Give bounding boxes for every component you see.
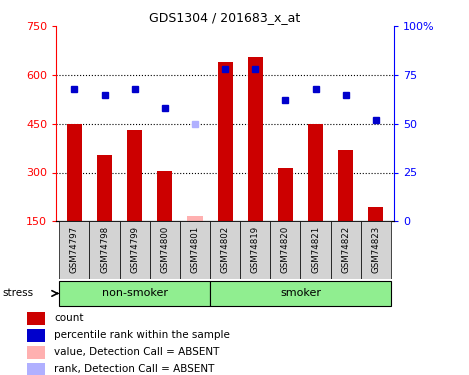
Text: GSM74799: GSM74799 xyxy=(130,226,139,273)
Bar xyxy=(59,281,210,306)
Bar xyxy=(248,57,263,221)
Text: count: count xyxy=(54,313,84,323)
Text: percentile rank within the sample: percentile rank within the sample xyxy=(54,330,230,340)
Title: GDS1304 / 201683_x_at: GDS1304 / 201683_x_at xyxy=(150,11,301,24)
Bar xyxy=(27,346,45,359)
Bar xyxy=(150,221,180,279)
Bar xyxy=(210,281,391,306)
Text: GSM74802: GSM74802 xyxy=(220,225,230,273)
Bar xyxy=(157,171,172,221)
Text: GSM74822: GSM74822 xyxy=(341,225,350,273)
Bar xyxy=(210,221,240,279)
Text: GSM74797: GSM74797 xyxy=(70,226,79,273)
Text: stress: stress xyxy=(2,288,33,298)
Text: GSM74801: GSM74801 xyxy=(190,225,199,273)
Text: GSM74800: GSM74800 xyxy=(160,225,169,273)
Bar xyxy=(90,221,120,279)
Bar xyxy=(218,62,233,221)
Text: GSM74820: GSM74820 xyxy=(281,225,290,273)
Bar xyxy=(67,124,82,221)
Bar xyxy=(338,150,353,221)
Bar xyxy=(27,363,45,375)
Text: GSM74823: GSM74823 xyxy=(371,225,380,273)
Bar xyxy=(97,154,112,221)
Bar xyxy=(278,168,293,221)
Text: non-smoker: non-smoker xyxy=(102,288,168,298)
Text: value, Detection Call = ABSENT: value, Detection Call = ABSENT xyxy=(54,347,220,357)
Bar xyxy=(188,216,203,221)
Text: GSM74819: GSM74819 xyxy=(251,226,260,273)
Text: smoker: smoker xyxy=(280,288,321,298)
Bar xyxy=(331,221,361,279)
Bar xyxy=(27,329,45,342)
Bar xyxy=(240,221,270,279)
Bar xyxy=(368,207,383,221)
Text: GSM74798: GSM74798 xyxy=(100,226,109,273)
Bar xyxy=(361,221,391,279)
Bar xyxy=(180,221,210,279)
Text: GSM74821: GSM74821 xyxy=(311,225,320,273)
Bar xyxy=(127,130,142,221)
Bar xyxy=(301,221,331,279)
Bar xyxy=(120,221,150,279)
Bar xyxy=(308,124,323,221)
Text: rank, Detection Call = ABSENT: rank, Detection Call = ABSENT xyxy=(54,364,215,375)
Bar xyxy=(27,312,45,325)
Bar xyxy=(270,221,301,279)
Bar xyxy=(59,221,90,279)
